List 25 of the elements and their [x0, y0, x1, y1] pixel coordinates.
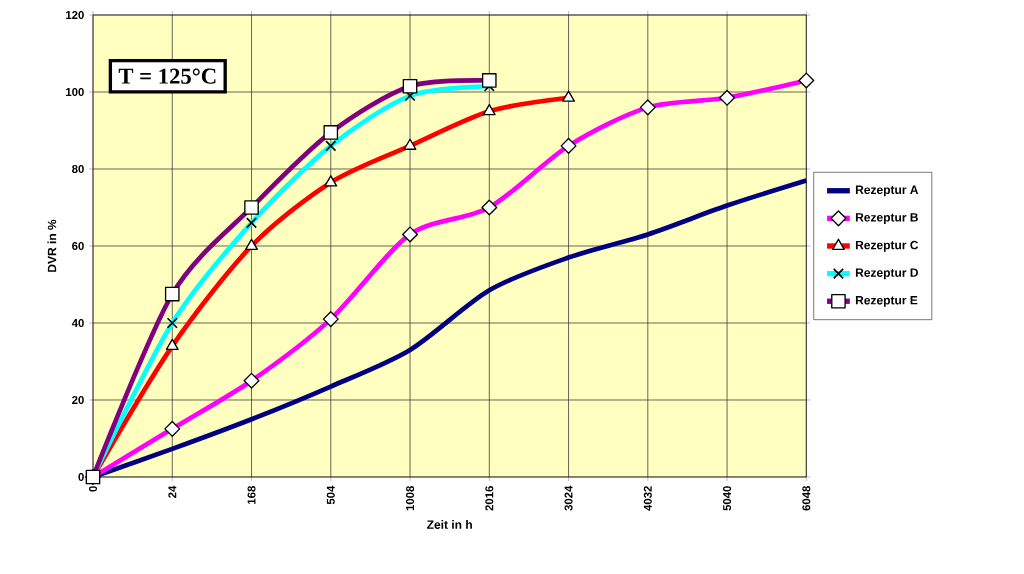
- annotation: T = 125°C: [118, 68, 216, 84]
- x-tick-label: 5040: [723, 486, 732, 511]
- y-tick-label: 0: [78, 472, 84, 481]
- legend-label: Rezeptur B: [855, 213, 918, 224]
- legend-label: Rezeptur C: [855, 240, 919, 252]
- x-tick-label: 168: [247, 486, 256, 504]
- x-tick-label: 4032: [643, 486, 652, 511]
- legend-label: Rezeptur A: [855, 185, 919, 197]
- y-axis-title: DVR in %: [47, 219, 57, 272]
- y-tick-label: 100: [66, 87, 84, 96]
- y-tick-label: 60: [72, 241, 84, 250]
- x-tick-label: 3024: [564, 485, 573, 511]
- legend-label: Rezeptur D: [855, 268, 918, 280]
- x-tick-label: 504: [326, 485, 335, 505]
- x-tick-label: 24: [168, 485, 177, 498]
- x-tick-label: 0: [89, 486, 98, 492]
- x-tick-label: 2016: [485, 486, 494, 511]
- x-axis-title: Zeit in h: [427, 520, 472, 529]
- legend-label: Rezeptur E: [855, 296, 918, 307]
- y-tick-label: 80: [72, 164, 84, 173]
- y-tick-label: 40: [71, 318, 84, 327]
- y-tick-label: 20: [72, 395, 84, 404]
- x-tick-label: 6048: [802, 486, 811, 511]
- y-tick-label: 120: [66, 10, 84, 19]
- x-tick-label: 1008: [406, 486, 415, 511]
